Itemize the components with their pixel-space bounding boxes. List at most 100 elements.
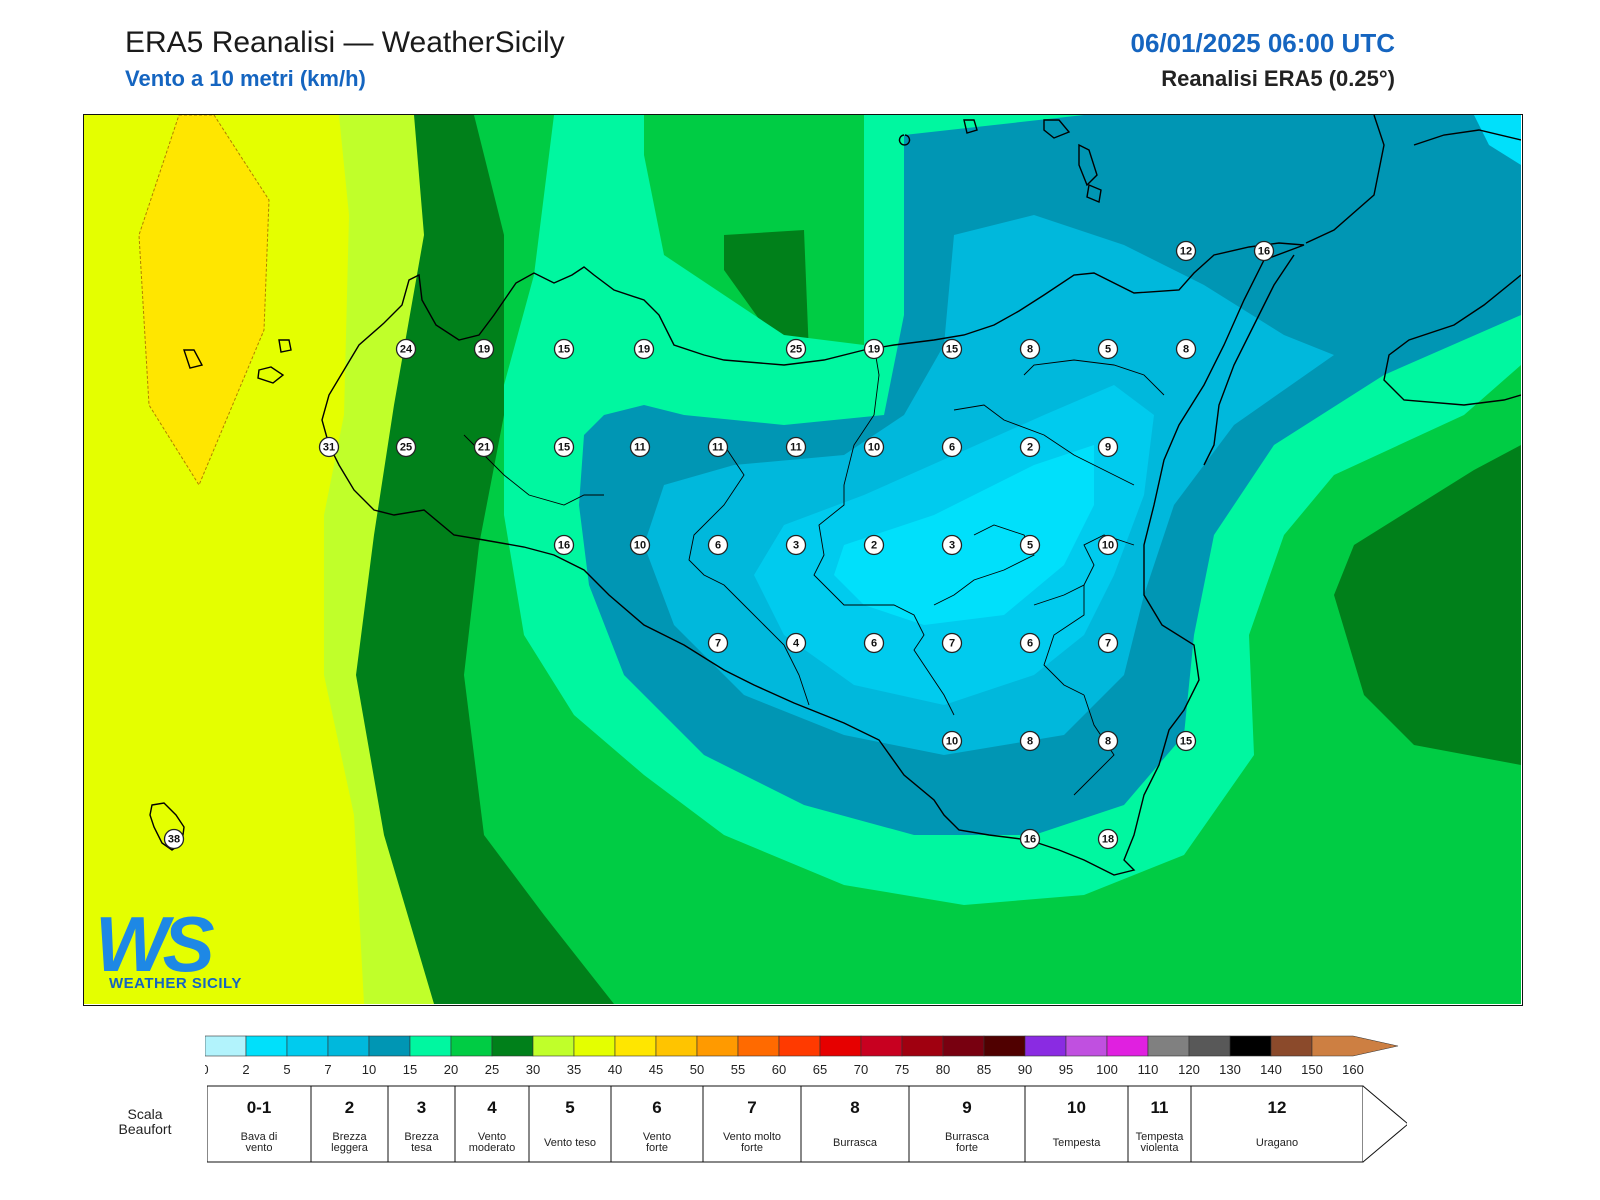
station-value: 19 bbox=[638, 344, 650, 356]
station-circle bbox=[1019, 338, 1041, 360]
colorbar-swatch bbox=[778, 1035, 821, 1057]
station-value: 7 bbox=[949, 638, 955, 650]
beaufort-desc: Vento moderato bbox=[469, 1131, 515, 1154]
beaufort-force: 6 bbox=[652, 1098, 661, 1117]
station-circle bbox=[1019, 534, 1041, 556]
beaufort-desc: Tempesta bbox=[1053, 1137, 1102, 1149]
valid-datetime: 06/01/2025 06:00 UTC bbox=[1130, 28, 1395, 58]
station-circle bbox=[1019, 730, 1041, 752]
station-value: 7 bbox=[715, 638, 721, 650]
beaufort-force: 9 bbox=[962, 1098, 971, 1117]
station-value: 19 bbox=[868, 344, 880, 356]
station-marker: 6 bbox=[863, 632, 885, 654]
station-circle bbox=[395, 436, 417, 458]
colorbar-swatch bbox=[327, 1035, 370, 1057]
station-marker: 8 bbox=[1097, 730, 1119, 752]
band-25-30-east bbox=[1334, 445, 1521, 765]
colorbar-swatch bbox=[614, 1035, 657, 1057]
station-circle bbox=[863, 632, 885, 654]
station-circle bbox=[707, 436, 729, 458]
colorbar-tick-label: 2 bbox=[242, 1062, 249, 1077]
station-marker: 6 bbox=[707, 534, 729, 556]
colorbar-swatch bbox=[1147, 1035, 1190, 1057]
colorbar-tick-label: 25 bbox=[485, 1062, 499, 1077]
station-value: 18 bbox=[1102, 834, 1114, 846]
station-value: 10 bbox=[946, 736, 958, 748]
colorbar-tick-label: 7 bbox=[324, 1062, 331, 1077]
beaufort-force: 11 bbox=[1151, 1098, 1169, 1117]
station-value: 3 bbox=[793, 540, 799, 552]
station-marker: 24 bbox=[395, 338, 417, 360]
station-marker: 7 bbox=[707, 632, 729, 654]
island-salina bbox=[1043, 119, 1071, 139]
island-lipari bbox=[1078, 143, 1098, 187]
station-marker: 11 bbox=[629, 436, 651, 458]
colorbar-swatch bbox=[1065, 1035, 1108, 1057]
colorbar-swatch bbox=[409, 1035, 452, 1057]
border-central bbox=[813, 344, 955, 716]
colorbar-swatch bbox=[205, 1035, 247, 1057]
beaufort-cell bbox=[1024, 1085, 1129, 1163]
station-marker: 2 bbox=[863, 534, 885, 556]
messina-strait bbox=[1203, 254, 1295, 466]
island-alicudi bbox=[963, 119, 978, 134]
beaufort-scale-label: Scala Beaufort bbox=[118, 1106, 172, 1137]
beaufort-force: 7 bbox=[747, 1098, 756, 1117]
station-circle bbox=[941, 534, 963, 556]
station-circle bbox=[1019, 828, 1041, 850]
border-catania-ragusa bbox=[1043, 585, 1085, 696]
sicily-coastline bbox=[321, 242, 1305, 876]
border-enna-caltanissetta bbox=[933, 524, 1035, 606]
station-marker: 8 bbox=[1019, 730, 1041, 752]
station-circle bbox=[941, 632, 963, 654]
station-marker: 38 bbox=[163, 828, 185, 850]
island-levanzo bbox=[278, 339, 292, 353]
weathersicily-logo: WS WEATHER SICILY bbox=[95, 905, 255, 995]
calabria-west-coast bbox=[1305, 115, 1385, 244]
station-value: 3 bbox=[949, 540, 955, 552]
station-circle bbox=[785, 534, 807, 556]
station-circle bbox=[1097, 730, 1119, 752]
border-catania-enna bbox=[1033, 534, 1135, 606]
station-value: 2 bbox=[1027, 442, 1033, 454]
border-messina-catania bbox=[1023, 359, 1165, 396]
station-circle bbox=[941, 338, 963, 360]
station-value: 8 bbox=[1027, 736, 1033, 748]
station-marker: 5 bbox=[1097, 338, 1119, 360]
station-marker: 16 bbox=[1253, 240, 1275, 262]
station-circle bbox=[1097, 828, 1119, 850]
station-circle bbox=[1097, 436, 1119, 458]
map-subtitle: Vento a 10 metri (km/h) bbox=[125, 66, 366, 91]
colorbar-tick-label: 85 bbox=[977, 1062, 991, 1077]
colorbar-tick-label: 75 bbox=[895, 1062, 909, 1077]
station-value: 24 bbox=[400, 344, 413, 356]
colorbar-tick-label: 15 bbox=[403, 1062, 417, 1077]
band-2-5-ne bbox=[1474, 115, 1521, 165]
station-circle bbox=[553, 436, 575, 458]
station-circle bbox=[863, 436, 885, 458]
station-marker: 8 bbox=[1175, 338, 1197, 360]
beaufort-force: 5 bbox=[565, 1098, 574, 1117]
station-marker: 7 bbox=[941, 632, 963, 654]
station-marker: 21 bbox=[473, 436, 495, 458]
station-circle bbox=[553, 534, 575, 556]
station-value: 16 bbox=[1024, 834, 1036, 846]
beaufort-cell bbox=[908, 1085, 1026, 1163]
island-vulcano bbox=[1086, 184, 1102, 203]
beaufort-force: 10 bbox=[1067, 1098, 1086, 1117]
station-value: 31 bbox=[323, 442, 335, 454]
beaufort-cell bbox=[454, 1085, 530, 1163]
station-marker: 3 bbox=[941, 534, 963, 556]
station-circle bbox=[553, 338, 575, 360]
colorbar-arrow bbox=[1311, 1035, 1399, 1057]
colorbar-tick-label: 120 bbox=[1178, 1062, 1200, 1077]
beaufort-force: 3 bbox=[417, 1098, 426, 1117]
station-marker: 10 bbox=[1097, 534, 1119, 556]
colorbar-tick-label: 50 bbox=[690, 1062, 704, 1077]
station-marker: 11 bbox=[707, 436, 729, 458]
station-marker: 11 bbox=[785, 436, 807, 458]
station-value: 15 bbox=[558, 442, 570, 454]
station-value: 6 bbox=[715, 540, 721, 552]
station-marker: 15 bbox=[553, 338, 575, 360]
